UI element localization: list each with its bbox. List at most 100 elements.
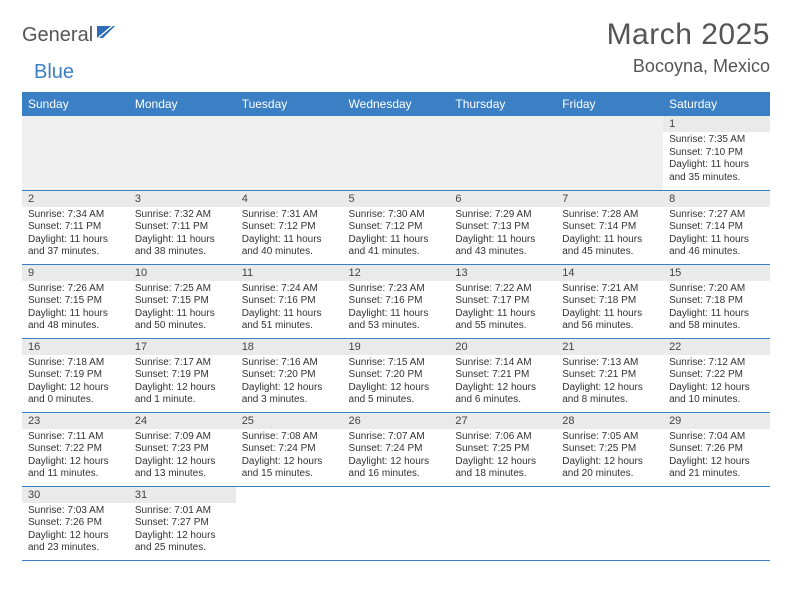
daylight-text: Daylight: 11 hours and 45 minutes.: [562, 234, 657, 259]
day-info: Sunrise: 7:31 AMSunset: 7:12 PMDaylight:…: [236, 207, 343, 263]
day-info: Sunrise: 7:06 AMSunset: 7:25 PMDaylight:…: [449, 429, 556, 485]
sunset-text: Sunset: 7:17 PM: [455, 295, 550, 308]
day-number: 23: [22, 413, 129, 429]
daylight-text: Daylight: 11 hours and 48 minutes.: [28, 308, 123, 333]
sunset-text: Sunset: 7:21 PM: [562, 369, 657, 382]
day-number: 9: [22, 265, 129, 281]
day-number: 27: [449, 413, 556, 429]
sunrise-text: Sunrise: 7:17 AM: [135, 357, 230, 370]
daylight-text: Daylight: 11 hours and 56 minutes.: [562, 308, 657, 333]
calendar-cell: 9 Sunrise: 7:26 AMSunset: 7:15 PMDaylight…: [22, 264, 129, 338]
daylight-text: Daylight: 11 hours and 35 minutes.: [669, 159, 764, 184]
daylight-text: Daylight: 12 hours and 16 minutes.: [349, 456, 444, 481]
day-number: 19: [343, 339, 450, 355]
day-number: 3: [129, 191, 236, 207]
calendar-row: 2Sunrise: 7:34 AMSunset: 7:11 PMDaylight…: [22, 190, 770, 264]
day-info: Sunrise: 7:14 AMSunset: 7:21 PMDaylight:…: [449, 355, 556, 411]
day-number: 17: [129, 339, 236, 355]
sunrise-text: Sunrise: 7:35 AM: [669, 134, 764, 147]
calendar-cell: 3Sunrise: 7:32 AMSunset: 7:11 PMDaylight…: [129, 190, 236, 264]
day-number: 28: [556, 413, 663, 429]
sunset-text: Sunset: 7:23 PM: [135, 443, 230, 456]
calendar-row: 30Sunrise: 7:03 AMSunset: 7:26 PMDayligh…: [22, 486, 770, 560]
day-number: 2: [22, 191, 129, 207]
day-number: 16: [22, 339, 129, 355]
sunset-text: Sunset: 7:13 PM: [455, 221, 550, 234]
daylight-text: Daylight: 11 hours and 40 minutes.: [242, 234, 337, 259]
day-info: Sunrise: 7:23 AMSunset: 7:16 PMDaylight:…: [343, 281, 450, 337]
sunset-text: Sunset: 7:12 PM: [242, 221, 337, 234]
day-info: Sunrise: 7:18 AMSunset: 7:19 PMDaylight:…: [22, 355, 129, 411]
logo-text-blue: Blue: [34, 61, 74, 83]
logo-flag-icon: [97, 24, 119, 45]
daylight-text: Daylight: 12 hours and 5 minutes.: [349, 382, 444, 407]
weekday-header: Saturday: [663, 92, 770, 116]
sunset-text: Sunset: 7:27 PM: [135, 517, 230, 530]
sunrise-text: Sunrise: 7:31 AM: [242, 209, 337, 222]
day-info: Sunrise: 7:21 AMSunset: 7:18 PMDaylight:…: [556, 281, 663, 337]
daylight-text: Daylight: 12 hours and 11 minutes.: [28, 456, 123, 481]
day-number: 24: [129, 413, 236, 429]
calendar-row: 1Sunrise: 7:35 AMSunset: 7:10 PMDaylight…: [22, 116, 770, 190]
day-number: 4: [236, 191, 343, 207]
calendar-cell: [236, 486, 343, 560]
sunset-text: Sunset: 7:25 PM: [455, 443, 550, 456]
day-number: 26: [343, 413, 450, 429]
calendar-cell: [22, 116, 129, 190]
logo-text-general: General: [22, 24, 93, 47]
sunset-text: Sunset: 7:16 PM: [349, 295, 444, 308]
day-info: Sunrise: 7:35 AMSunset: 7:10 PMDaylight:…: [663, 132, 770, 188]
sunrise-text: Sunrise: 7:08 AM: [242, 431, 337, 444]
daylight-text: Daylight: 11 hours and 43 minutes.: [455, 234, 550, 259]
day-info: Sunrise: 7:17 AMSunset: 7:19 PMDaylight:…: [129, 355, 236, 411]
sunset-text: Sunset: 7:26 PM: [669, 443, 764, 456]
sunrise-text: Sunrise: 7:26 AM: [28, 283, 123, 296]
daylight-text: Daylight: 11 hours and 51 minutes.: [242, 308, 337, 333]
calendar-cell: 13Sunrise: 7:22 AMSunset: 7:17 PMDayligh…: [449, 264, 556, 338]
daylight-text: Daylight: 12 hours and 3 minutes.: [242, 382, 337, 407]
sunset-text: Sunset: 7:24 PM: [349, 443, 444, 456]
calendar-cell: [343, 116, 450, 190]
sunset-text: Sunset: 7:18 PM: [669, 295, 764, 308]
day-number: 6: [449, 191, 556, 207]
daylight-text: Daylight: 11 hours and 37 minutes.: [28, 234, 123, 259]
day-info: Sunrise: 7:12 AMSunset: 7:22 PMDaylight:…: [663, 355, 770, 411]
sunset-text: Sunset: 7:18 PM: [562, 295, 657, 308]
calendar-cell: 4Sunrise: 7:31 AMSunset: 7:12 PMDaylight…: [236, 190, 343, 264]
sunset-text: Sunset: 7:19 PM: [28, 369, 123, 382]
daylight-text: Daylight: 11 hours and 38 minutes.: [135, 234, 230, 259]
sunset-text: Sunset: 7:15 PM: [28, 295, 123, 308]
day-info: Sunrise: 7:34 AMSunset: 7:11 PMDaylight:…: [22, 207, 129, 263]
day-info: Sunrise: 7:09 AMSunset: 7:23 PMDaylight:…: [129, 429, 236, 485]
sunset-text: Sunset: 7:25 PM: [562, 443, 657, 456]
calendar-cell: 12Sunrise: 7:23 AMSunset: 7:16 PMDayligh…: [343, 264, 450, 338]
calendar-cell: 2Sunrise: 7:34 AMSunset: 7:11 PMDaylight…: [22, 190, 129, 264]
daylight-text: Daylight: 12 hours and 15 minutes.: [242, 456, 337, 481]
sunset-text: Sunset: 7:14 PM: [562, 221, 657, 234]
sunrise-text: Sunrise: 7:16 AM: [242, 357, 337, 370]
day-info: Sunrise: 7:28 AMSunset: 7:14 PMDaylight:…: [556, 207, 663, 263]
sunrise-text: Sunrise: 7:32 AM: [135, 209, 230, 222]
weekday-header: Monday: [129, 92, 236, 116]
day-number: 22: [663, 339, 770, 355]
daylight-text: Daylight: 11 hours and 53 minutes.: [349, 308, 444, 333]
calendar-cell: 24Sunrise: 7:09 AMSunset: 7:23 PMDayligh…: [129, 412, 236, 486]
sunset-text: Sunset: 7:12 PM: [349, 221, 444, 234]
daylight-text: Daylight: 11 hours and 46 minutes.: [669, 234, 764, 259]
sunset-text: Sunset: 7:11 PM: [28, 221, 123, 234]
daylight-text: Daylight: 11 hours and 41 minutes.: [349, 234, 444, 259]
calendar-cell: 5Sunrise: 7:30 AMSunset: 7:12 PMDaylight…: [343, 190, 450, 264]
sunrise-text: Sunrise: 7:23 AM: [349, 283, 444, 296]
day-info: Sunrise: 7:07 AMSunset: 7:24 PMDaylight:…: [343, 429, 450, 485]
calendar-row: 23Sunrise: 7:11 AMSunset: 7:22 PMDayligh…: [22, 412, 770, 486]
calendar-table: Sunday Monday Tuesday Wednesday Thursday…: [22, 92, 770, 561]
calendar-cell: 25Sunrise: 7:08 AMSunset: 7:24 PMDayligh…: [236, 412, 343, 486]
page-title: March 2025: [607, 18, 770, 52]
day-number: 21: [556, 339, 663, 355]
calendar-cell: 30Sunrise: 7:03 AMSunset: 7:26 PMDayligh…: [22, 486, 129, 560]
daylight-text: Daylight: 11 hours and 50 minutes.: [135, 308, 230, 333]
day-number: 30: [22, 487, 129, 503]
calendar-cell: 16Sunrise: 7:18 AMSunset: 7:19 PMDayligh…: [22, 338, 129, 412]
day-number: 18: [236, 339, 343, 355]
sunrise-text: Sunrise: 7:06 AM: [455, 431, 550, 444]
